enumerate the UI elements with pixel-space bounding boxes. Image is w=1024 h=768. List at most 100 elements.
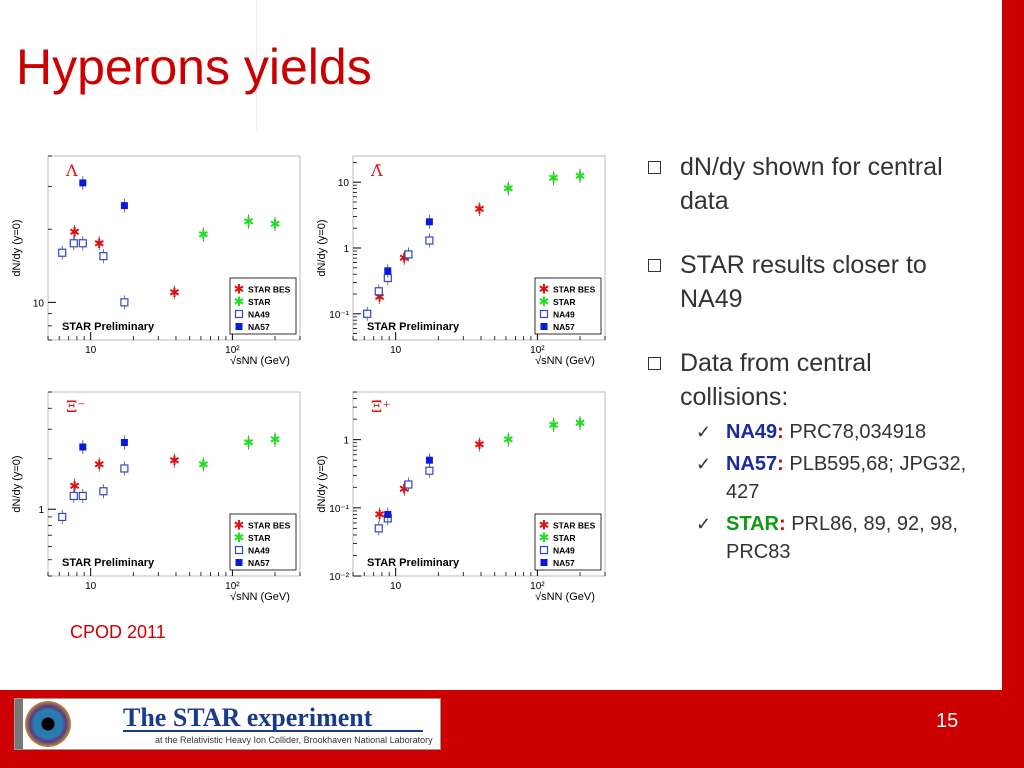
- legend-label: NA49: [553, 546, 575, 556]
- x-tick-label: 10²: [225, 581, 240, 592]
- data-point: [58, 248, 67, 257]
- series-na57: [79, 435, 128, 455]
- reference-name: NA57: [726, 453, 778, 475]
- square-bullet-icon: [648, 357, 661, 370]
- data-point: ✱: [169, 286, 180, 301]
- legend-label: NA49: [248, 310, 270, 320]
- y-axis-label: dN/dy (y=0): [316, 455, 328, 512]
- legend-marker: [539, 309, 549, 319]
- xi-minus-yield-plot: 10 10² 1 dN/dy (y=0) √sNN (GeV) Ξ⁻ STAR Prelim…: [10, 388, 310, 603]
- bullet-item: dN/dy shown for central data: [646, 150, 986, 218]
- data-point: ✱: [198, 228, 209, 243]
- reference-item: ✓ NA57: PLB595,68; JPG32, 427: [692, 450, 986, 506]
- legend: ✱ STAR BES✱ STAR NA49 NA57: [534, 513, 602, 571]
- data-point: ✱: [548, 418, 559, 433]
- y-tick-label: 1: [38, 505, 44, 516]
- x-tick-label: 10²: [225, 345, 240, 356]
- y-tick-label: 10⁻¹: [329, 310, 349, 321]
- data-point: [425, 218, 433, 226]
- data-point: ✱: [270, 218, 281, 233]
- legend-label: NA49: [248, 546, 270, 556]
- series-na49: [58, 236, 129, 310]
- series-na57: [384, 453, 433, 522]
- data-point: ✱: [548, 172, 559, 187]
- legend-marker: ✱: [539, 295, 550, 310]
- legend-marker: ✱: [234, 283, 245, 298]
- antixi-plus-yield-plot: 10 10² 10⁻² 10⁻¹ 1 dN/dy (y=0) √sNN (GeV) Ξ̄⁺ ST…: [315, 388, 615, 603]
- legend-marker: ✱: [539, 531, 550, 546]
- data-point: [425, 456, 433, 464]
- reference-text: PRC78,034918: [783, 421, 927, 443]
- checkmark-icon: ✓: [696, 454, 712, 474]
- data-point: ✱: [270, 433, 281, 448]
- x-tick-label: 10: [85, 345, 97, 356]
- reference-name: NA49: [726, 421, 778, 443]
- eye-icon: [25, 701, 71, 747]
- slide-title: Hyperons yields: [16, 39, 372, 95]
- legend-marker: ✱: [234, 531, 245, 546]
- legend-label: STAR: [553, 297, 576, 307]
- data-point: [384, 510, 392, 518]
- data-point: ✱: [169, 454, 180, 469]
- data-point: ✱: [94, 458, 105, 473]
- logo-subtitle: at the Relativistic Heavy Ion Collider, …: [155, 735, 433, 745]
- data-point: ✱: [399, 252, 410, 267]
- legend-marker: [540, 559, 548, 566]
- y-tick-label: 10: [338, 178, 350, 189]
- legend-marker: ✱: [234, 519, 245, 534]
- legend-label: NA57: [553, 558, 575, 568]
- legend-label: STAR: [248, 297, 271, 307]
- y-tick-label: 10⁻¹: [329, 504, 349, 515]
- x-tick-label: 10²: [530, 581, 545, 592]
- logo-title: The STAR experiment: [123, 703, 373, 732]
- legend-label: NA57: [553, 322, 575, 332]
- y-tick-label: 10⁻²: [329, 572, 349, 583]
- bullet-text: STAR results closer to NA49: [680, 251, 927, 313]
- data-point: ✱: [503, 433, 514, 448]
- plot-svg: 10 10² 10⁻¹ 1 10 dN/dy (y=0) √sNN (GeV) Λ̄ STAR …: [316, 155, 606, 367]
- square-bullet-icon: [648, 259, 661, 272]
- data-point: [120, 464, 129, 473]
- data-point: [78, 239, 87, 248]
- y-tick-label: 10: [33, 298, 45, 309]
- reference-name: STAR: [726, 513, 779, 535]
- data-point: [69, 491, 78, 501]
- y-tick-label: 1: [343, 244, 349, 255]
- reference-colon: :: [777, 453, 784, 475]
- legend-label: STAR: [553, 533, 576, 543]
- reference-item: ✓ NA49: PRC78,034918: [692, 418, 986, 446]
- data-point: ✱: [399, 482, 410, 497]
- data-point: ✱: [94, 237, 105, 252]
- data-point: [78, 491, 87, 501]
- data-point: [99, 487, 108, 496]
- decor-line: [256, 0, 257, 130]
- data-point: [374, 524, 383, 533]
- preliminary-label: STAR Preliminary: [367, 321, 460, 333]
- square-bullet-icon: [648, 161, 661, 174]
- particle-label: Λ̄: [370, 161, 383, 180]
- legend-label: NA49: [553, 310, 575, 320]
- data-point: [99, 251, 108, 261]
- x-axis-label: √sNN (GeV): [535, 591, 595, 603]
- series-star-bes: ✱ ✱ ✱: [69, 453, 180, 494]
- legend-marker: [235, 323, 243, 330]
- data-point: [404, 480, 413, 489]
- legend-marker: ✱: [234, 295, 245, 310]
- y-tick-label: 1: [343, 436, 349, 447]
- data-point: [120, 438, 128, 446]
- legend: ✱ STAR BES✱ STAR NA49 NA57: [229, 513, 297, 571]
- plot-svg: 10 10² 1 dN/dy (y=0) √sNN (GeV) Ξ⁻ STAR Prelim…: [11, 391, 301, 603]
- series-na57: [79, 175, 128, 213]
- x-tick-label: 10: [390, 581, 402, 592]
- series-na49: [58, 461, 129, 524]
- reference-colon: :: [778, 513, 786, 535]
- y-axis-label: dN/dy (y=0): [316, 219, 328, 276]
- conference-footnote: CPOD 2011: [70, 622, 166, 642]
- data-point: [79, 179, 87, 187]
- bullet-item: Data from central collisions:: [646, 346, 986, 414]
- series-star-bes: ✱ ✱ ✱: [69, 224, 180, 301]
- series-star: ✱ ✱ ✱: [503, 168, 585, 197]
- legend-marker: [234, 309, 244, 319]
- bullet-item: STAR results closer to NA49: [646, 248, 986, 316]
- plot-svg: 10 10² 10⁻² 10⁻¹ 1 dN/dy (y=0) √sNN (GeV) Ξ̄⁺ ST…: [316, 391, 606, 603]
